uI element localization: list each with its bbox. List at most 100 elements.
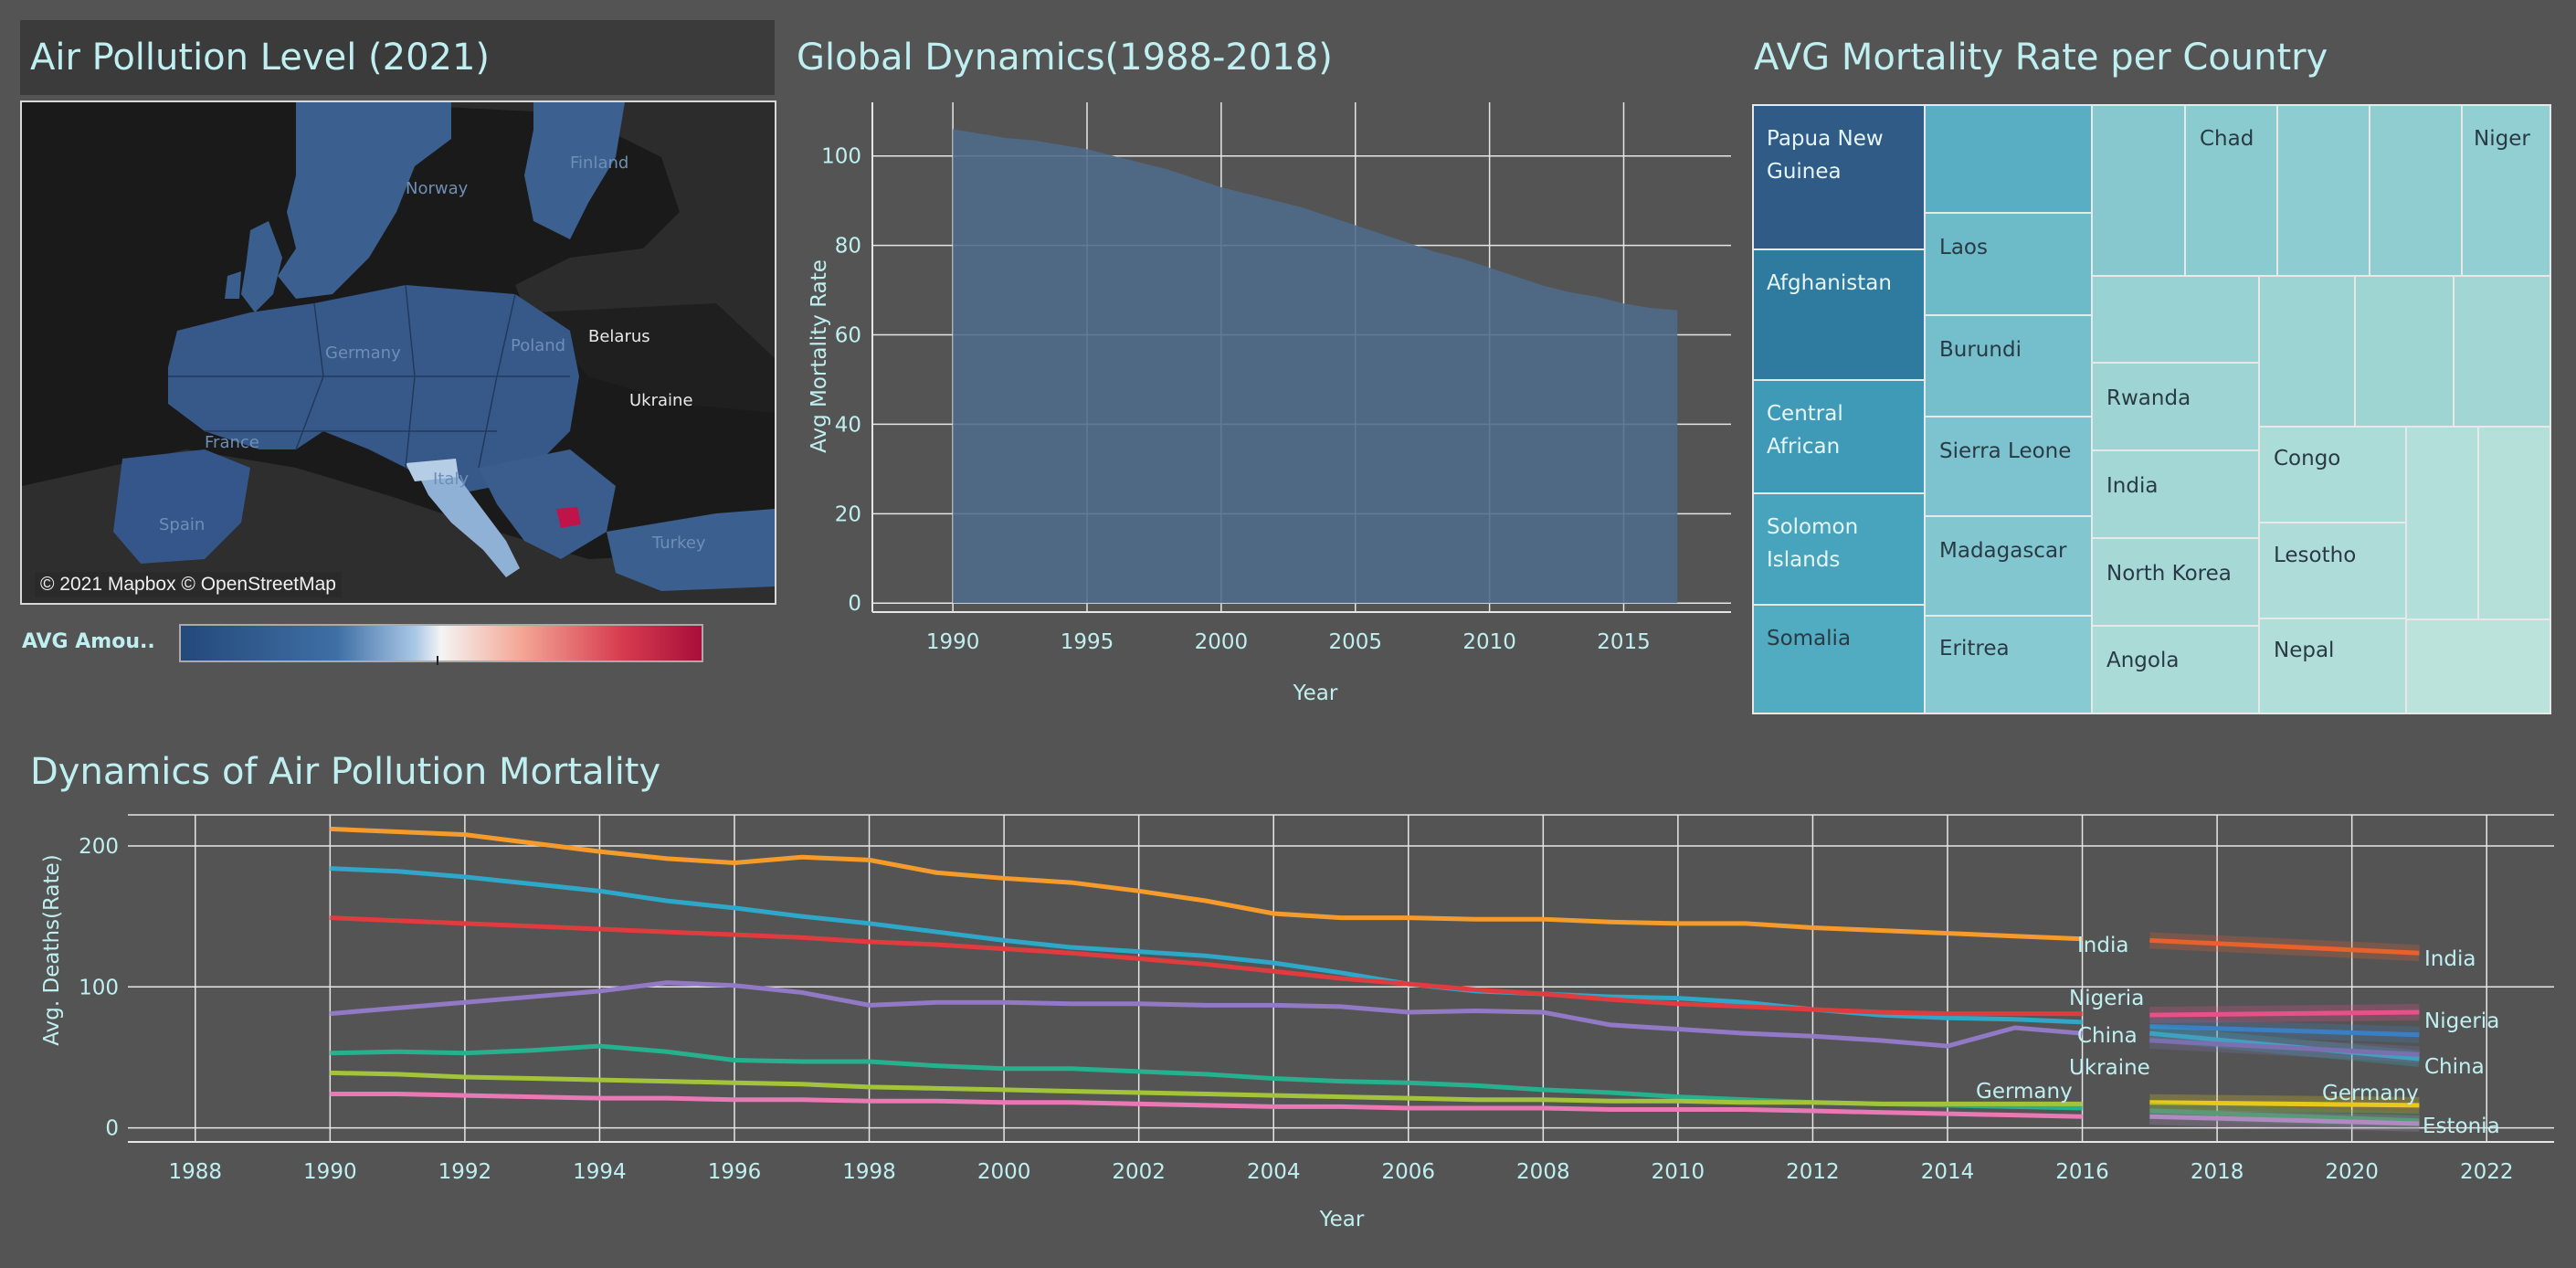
end-label-india-right: India: [2424, 947, 2476, 971]
ireland-shape[interactable]: [225, 271, 241, 299]
area-y-tick-label: 20: [835, 502, 861, 526]
treemap-label-lesotho: Lesotho: [2274, 544, 2356, 567]
cell-niger[interactable]: [2461, 104, 2551, 277]
line-y-tick-label: 100: [79, 976, 119, 999]
cell-unlabeled-3[interactable]: [2276, 104, 2370, 277]
label-norway: Norway: [406, 179, 469, 198]
treemap-label-congo: Congo: [2274, 447, 2340, 470]
italy-shape[interactable]: [415, 468, 520, 577]
line-x-tick-label: 2010: [1652, 1160, 1705, 1184]
area-series-fill[interactable]: [953, 129, 1678, 604]
cell-unlabeled-8[interactable]: [2453, 275, 2551, 428]
cell-afghanistan[interactable]: [1752, 248, 1926, 381]
forecast-line-5[interactable]: [2149, 1100, 2420, 1108]
legend-label: AVG Amou..: [22, 630, 155, 653]
area-x-tick-label: 2000: [1195, 630, 1249, 654]
line-x-tick-label: 2022: [2460, 1160, 2514, 1184]
cell-unlabeled-2[interactable]: [2091, 104, 2186, 277]
end-label-ukraine-left: Ukraine: [2069, 1056, 2150, 1080]
line-x-tick-label: 2018: [2191, 1160, 2244, 1184]
forecast-line-7[interactable]: [2149, 1114, 2420, 1126]
treemap-title: AVG Mortality Rate per Country: [1754, 37, 2328, 79]
cell-papua-new-guinea[interactable]: [1752, 104, 1926, 250]
cell-congo[interactable]: [2258, 426, 2407, 523]
area-y-tick-label: 100: [821, 145, 861, 169]
forecast-line-6[interactable]: [2149, 1108, 2420, 1124]
uk-shape[interactable]: [241, 221, 282, 312]
cell-rwanda[interactable]: [2091, 362, 2260, 451]
line-x-tick-label: 2000: [977, 1160, 1031, 1184]
area-y-tick-label: 80: [835, 235, 861, 259]
cell-burundi[interactable]: [1924, 314, 2093, 417]
legend-midpoint-tick: [437, 656, 438, 665]
pollution-map[interactable]: Finland Norway Germany France Italy Spai…: [20, 100, 776, 605]
scandinavia[interactable]: [278, 102, 451, 299]
line-chart[interactable]: 1988 1990 1992 1994 1996 1998 2000 2002 2004 2006…: [0, 804, 2576, 1261]
label-france: France: [205, 433, 259, 452]
cell-chad[interactable]: [2184, 104, 2278, 277]
forecast-line-2[interactable]: [2149, 1023, 2420, 1038]
treemap-label-solomon-2: Islands: [1767, 548, 1840, 572]
cell-unlabeled-1[interactable]: [1924, 104, 2093, 214]
end-label-india-left: India: [2077, 934, 2128, 957]
line-x-tick-label: 2002: [1112, 1160, 1166, 1184]
cell-lesotho[interactable]: [2258, 522, 2407, 619]
cell-sierra-leone[interactable]: [1924, 416, 2093, 517]
turkey-shape[interactable]: [607, 509, 775, 591]
end-label-nigeria-right: Nigeria: [2424, 1009, 2499, 1033]
treemap-label-papua-1: Papua New: [1767, 127, 1884, 151]
finland-shape[interactable]: [524, 102, 625, 239]
line-x-tick-label: 2014: [1921, 1160, 1975, 1184]
treemap-label-madagascar: Madagascar: [1939, 539, 2067, 563]
treemap-label-india: India: [2106, 474, 2158, 498]
forecast-line-4[interactable]: [2149, 1038, 2420, 1057]
treemap-label-nepal: Nepal: [2274, 639, 2334, 662]
cell-nepal[interactable]: [2258, 618, 2407, 714]
cell-unlabeled-6[interactable]: [2258, 275, 2356, 428]
line-x-tick-label: 1990: [303, 1160, 357, 1184]
line-x-tick-label: 1996: [708, 1160, 762, 1184]
treemap-label-central-1: Central: [1767, 402, 1843, 426]
cell-unlabeled-4[interactable]: [2369, 104, 2463, 277]
treemap-label-sierra-leone: Sierra Leone: [1939, 439, 2071, 463]
iberia-shape[interactable]: [113, 449, 250, 564]
line-series-6[interactable]: [330, 1092, 2083, 1119]
cell-unlabeled-7[interactable]: [2354, 275, 2455, 428]
cell-somalia[interactable]: [1752, 604, 1926, 714]
forecast-line-1[interactable]: [2149, 1009, 2420, 1018]
line-series-1[interactable]: [330, 866, 2083, 1025]
cell-eritrea[interactable]: [1924, 615, 2093, 714]
high-pollution-country[interactable]: [556, 507, 581, 528]
cell-laos[interactable]: [1924, 212, 2093, 316]
cell-unlabeled-11[interactable]: [2405, 618, 2551, 714]
area-y-tick-label: 60: [835, 324, 861, 348]
balkans-shape[interactable]: [479, 449, 616, 559]
cell-central-african[interactable]: [1752, 379, 1926, 494]
end-label-china-left: China: [2077, 1024, 2138, 1048]
line-series-3[interactable]: [330, 980, 2083, 1049]
cell-madagascar[interactable]: [1924, 515, 2093, 617]
area-chart[interactable]: 1990 1995 2000 2005 2010 2015 0 20 40 60 80 100 Avg…: [786, 91, 1754, 722]
color-legend-ramp[interactable]: [179, 624, 703, 662]
forecast-line-0[interactable]: [2149, 937, 2420, 956]
line-series-0[interactable]: [330, 826, 2083, 942]
end-label-china-right: China: [2424, 1055, 2485, 1079]
line-series-2[interactable]: [330, 915, 2083, 1017]
cell-angola[interactable]: [2091, 625, 2260, 714]
cell-unlabeled-9[interactable]: [2405, 426, 2479, 620]
area-x-axis-title: Year: [1293, 682, 1338, 705]
line-y-axis-title: Avg. Deaths(Rate): [40, 854, 64, 1045]
area-x-tick-label: 1990: [926, 630, 980, 654]
treemap[interactable]: Papua New Guinea Afghanistan Central Afr…: [1752, 104, 2551, 714]
treemap-label-eritrea: Eritrea: [1939, 637, 2010, 660]
cell-solomon-islands[interactable]: [1752, 492, 1926, 606]
treemap-label-solomon-1: Solomon: [1767, 515, 1858, 539]
cell-unlabeled-10[interactable]: [2477, 426, 2551, 620]
map-attribution[interactable]: © 2021 Mapbox © OpenStreetMap: [35, 572, 342, 597]
treemap-label-rwanda: Rwanda: [2106, 386, 2191, 410]
area-y-tick-label: 0: [848, 592, 861, 616]
central-europe[interactable]: [168, 285, 579, 495]
line-series-5[interactable]: [330, 1070, 2083, 1106]
cell-unlabeled-5[interactable]: [2091, 275, 2260, 364]
north-italy-shape[interactable]: [406, 459, 459, 481]
